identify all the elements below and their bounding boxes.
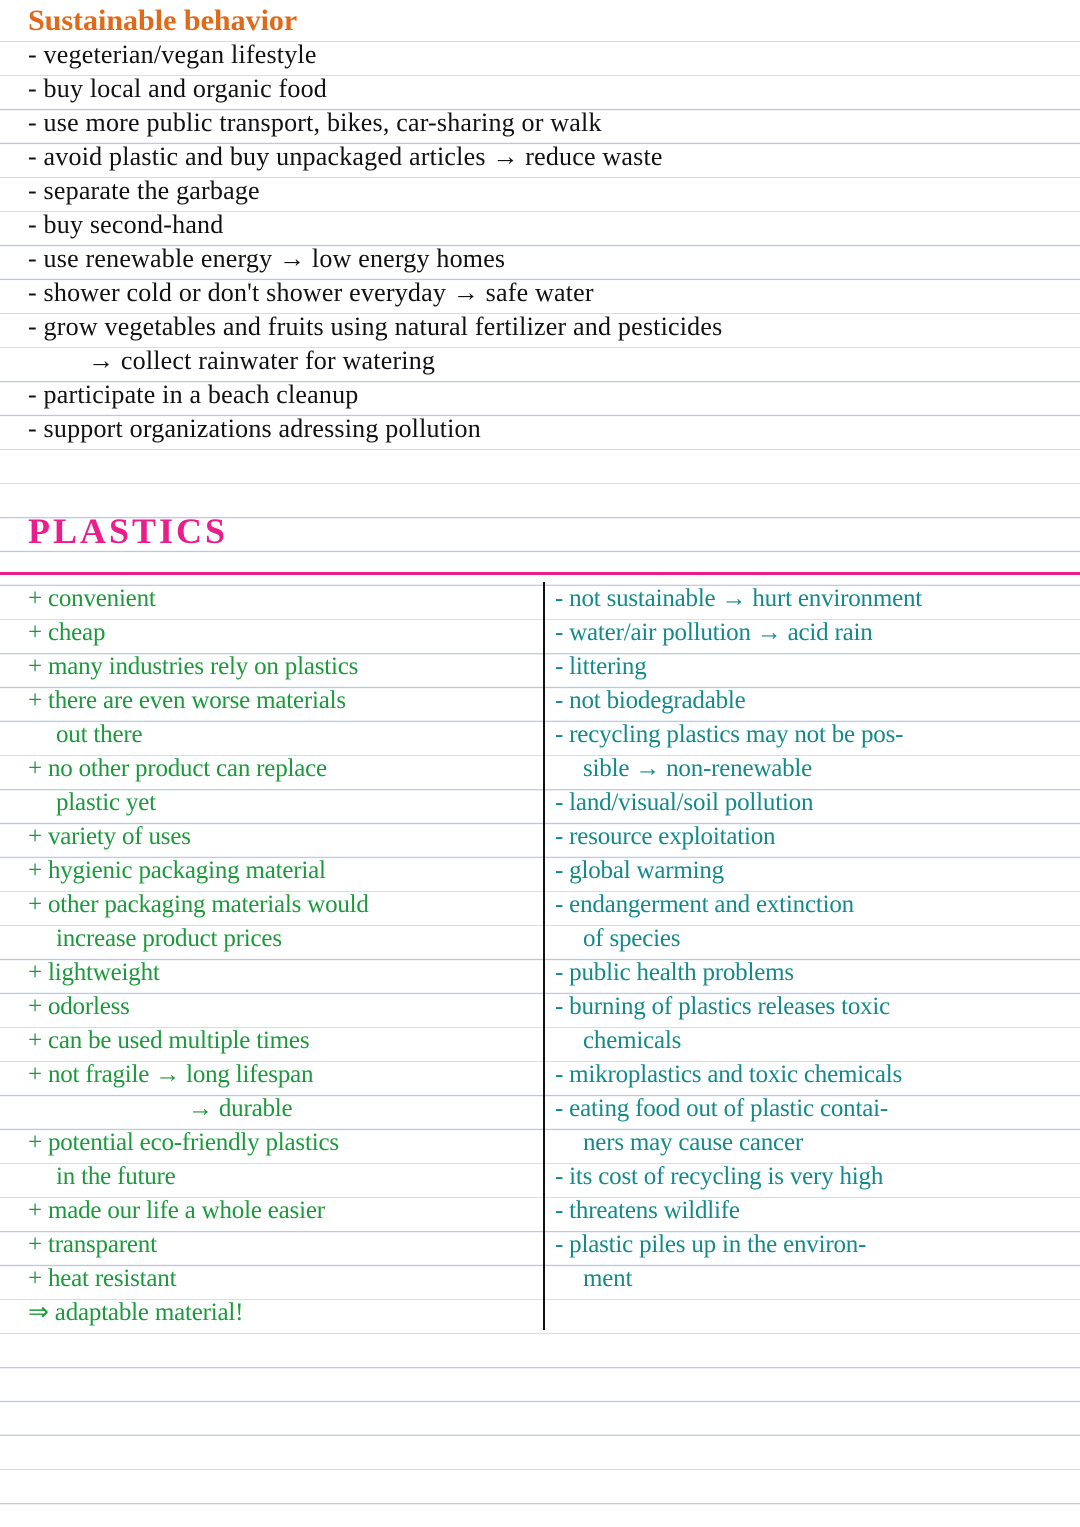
cons-column: - not sustainable → hurt environment- wa… — [543, 582, 1060, 1330]
cons-item: - not sustainable → hurt environment — [555, 582, 1060, 616]
cons-item: - threatens wildlife — [555, 1194, 1060, 1228]
pros-item: increase product prices — [28, 922, 539, 956]
pros-column: + convenient+ cheap+ many industries rel… — [28, 582, 545, 1330]
cons-item: sible → non-renewable — [555, 752, 1060, 786]
pros-item: + odorless — [28, 990, 539, 1024]
section1-item: - use more public transport, bikes, car-… — [28, 106, 1062, 140]
pros-item: + not fragile → long lifespan — [28, 1058, 539, 1092]
section1-item: - shower cold or don't shower everyday →… — [28, 276, 1062, 310]
cons-item: - endangerment and extinction — [555, 888, 1060, 922]
pros-item: + transparent — [28, 1228, 539, 1262]
pros-item: + made our life a whole easier — [28, 1194, 539, 1228]
section1-item: - support organizations adressing pollut… — [28, 412, 1062, 446]
cons-item: - littering — [555, 650, 1060, 684]
pros-item: plastic yet — [28, 786, 539, 820]
blank-line — [28, 480, 1062, 514]
section1-item: - buy second-hand — [28, 208, 1062, 242]
cons-item: - eating food out of plastic contai- — [555, 1092, 1060, 1126]
pros-item: + there are even worse materials — [28, 684, 539, 718]
pros-item: → durable — [28, 1092, 539, 1126]
pros-item: + can be used multiple times — [28, 1024, 539, 1058]
page-content: Sustainable behavior - vegeterian/vegan … — [0, 0, 1080, 1330]
pros-item: + hygienic packaging material — [28, 854, 539, 888]
cons-item: - recycling plastics may not be pos- — [555, 718, 1060, 752]
section1-list: - vegeterian/vegan lifestyle- buy local … — [28, 38, 1062, 446]
pros-item: + many industries rely on plastics — [28, 650, 539, 684]
pros-item: + variety of uses — [28, 820, 539, 854]
pros-item: + convenient — [28, 582, 539, 616]
pros-item: out there — [28, 718, 539, 752]
cons-item: - resource exploitation — [555, 820, 1060, 854]
cons-item: - mikroplastics and toxic chemicals — [555, 1058, 1060, 1092]
section1-item: → collect rainwater for watering — [28, 344, 1062, 378]
cons-item: - its cost of recycling is very high — [555, 1160, 1060, 1194]
cons-item: ners may cause cancer — [555, 1126, 1060, 1160]
pros-item: in the future — [28, 1160, 539, 1194]
cons-item: ment — [555, 1262, 1060, 1296]
section2-title: PLASTICS — [28, 514, 1062, 548]
section1-item: - participate in a beach cleanup — [28, 378, 1062, 412]
pros-item: + no other product can replace — [28, 752, 539, 786]
pros-item: + heat resistant — [28, 1262, 539, 1296]
cons-item: - global warming — [555, 854, 1060, 888]
cons-item: - not biodegradable — [555, 684, 1060, 718]
pros-item: + other packaging materials would — [28, 888, 539, 922]
cons-item: - burning of plastics releases toxic — [555, 990, 1060, 1024]
blank-line — [28, 446, 1062, 480]
cons-item: - plastic piles up in the environ- — [555, 1228, 1060, 1262]
section1-item: - avoid plastic and buy unpackaged artic… — [28, 140, 1062, 174]
cons-item: chemicals — [555, 1024, 1060, 1058]
cons-item: of species — [555, 922, 1060, 956]
pros-item: + cheap — [28, 616, 539, 650]
section1-item: - separate the garbage — [28, 174, 1062, 208]
pros-item: + potential eco-friendly plastics — [28, 1126, 539, 1160]
plastics-table: + convenient+ cheap+ many industries rel… — [28, 582, 1062, 1330]
section1-item: - use renewable energy → low energy home… — [28, 242, 1062, 276]
cons-item: - public health problems — [555, 956, 1060, 990]
section1-item: - vegeterian/vegan lifestyle — [28, 38, 1062, 72]
section1-title: Sustainable behavior — [28, 4, 1062, 38]
section1-item: - buy local and organic food — [28, 72, 1062, 106]
section1-item: - grow vegetables and fruits using natur… — [28, 310, 1062, 344]
cons-item: - water/air pollution → acid rain — [555, 616, 1060, 650]
pros-item: + lightweight — [28, 956, 539, 990]
pink-underline — [28, 548, 1062, 582]
cons-item: - land/visual/soil pollution — [555, 786, 1060, 820]
pros-item: ⇒ adaptable material! — [28, 1296, 539, 1330]
